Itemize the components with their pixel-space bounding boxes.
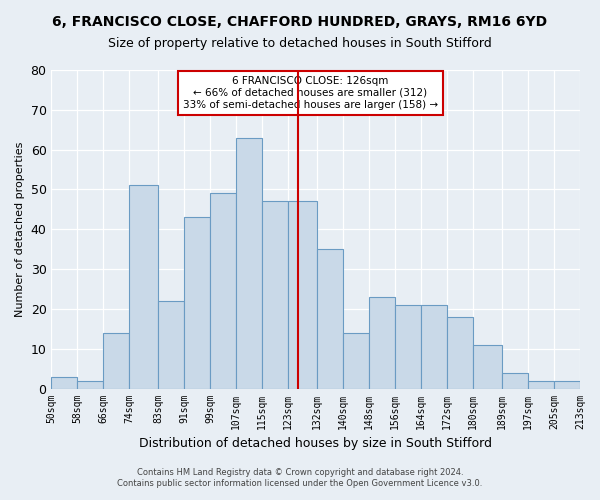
Bar <box>369 297 395 388</box>
Bar <box>262 202 288 388</box>
Bar <box>129 186 158 388</box>
Text: 6, FRANCISCO CLOSE, CHAFFORD HUNDRED, GRAYS, RM16 6YD: 6, FRANCISCO CLOSE, CHAFFORD HUNDRED, GR… <box>52 15 548 29</box>
Bar <box>343 333 369 388</box>
Bar <box>502 372 528 388</box>
Y-axis label: Number of detached properties: Number of detached properties <box>15 142 25 317</box>
Bar <box>554 380 580 388</box>
Bar <box>77 380 103 388</box>
Bar <box>528 380 554 388</box>
X-axis label: Distribution of detached houses by size in South Stifford: Distribution of detached houses by size … <box>139 437 492 450</box>
Bar <box>421 305 447 388</box>
Bar <box>103 333 129 388</box>
Bar <box>184 218 211 388</box>
Text: 6 FRANCISCO CLOSE: 126sqm
← 66% of detached houses are smaller (312)
33% of semi: 6 FRANCISCO CLOSE: 126sqm ← 66% of detac… <box>183 76 438 110</box>
Bar <box>473 345 502 389</box>
Bar <box>447 317 473 388</box>
Text: Contains HM Land Registry data © Crown copyright and database right 2024.
Contai: Contains HM Land Registry data © Crown c… <box>118 468 482 487</box>
Bar <box>236 138 262 388</box>
Bar <box>211 194 236 388</box>
Bar <box>317 249 343 388</box>
Bar <box>158 301 184 388</box>
Bar <box>395 305 421 388</box>
Bar <box>288 202 317 388</box>
Bar <box>52 376 77 388</box>
Text: Size of property relative to detached houses in South Stifford: Size of property relative to detached ho… <box>108 38 492 51</box>
